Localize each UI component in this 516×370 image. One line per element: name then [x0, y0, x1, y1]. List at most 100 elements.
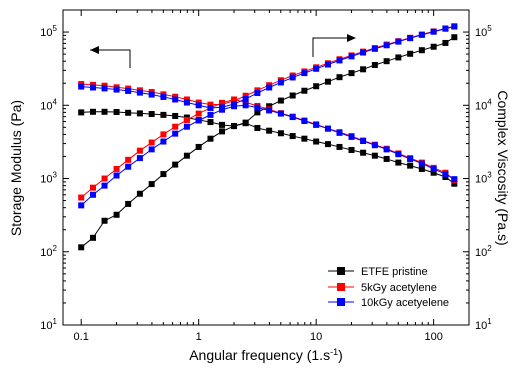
- x-tick-label: 1: [196, 331, 202, 343]
- y-tick-label-right: 104: [475, 97, 492, 112]
- x-axis-title: Angular frequency (1.s-1): [189, 347, 343, 363]
- series-2-viscosity-point: [148, 91, 155, 98]
- svg-text:ETFE pristine: ETFE pristine: [361, 266, 428, 278]
- series-2-viscosity-point: [324, 61, 331, 68]
- series-0-viscosity-point: [136, 110, 143, 117]
- series-2-viscosity-point: [101, 85, 108, 92]
- series-0-viscosity-point: [371, 61, 378, 68]
- series-2-modulus-point: [336, 129, 343, 136]
- series-2-modulus-point: [125, 163, 132, 170]
- series-0-viscosity-point: [125, 109, 132, 116]
- series-1-modulus-point: [148, 139, 155, 146]
- series-0-modulus-point: [89, 234, 96, 241]
- series-0-modulus-point: [136, 190, 143, 197]
- series-2-viscosity-point: [136, 89, 143, 96]
- series-0-viscosity-point: [172, 112, 179, 119]
- series-2-modulus-point: [418, 160, 425, 167]
- series-0-modulus-point: [289, 133, 296, 140]
- series-0-viscosity-point: [360, 66, 367, 73]
- series-1-modulus-point: [89, 184, 96, 191]
- series-0-modulus-point: [266, 127, 273, 134]
- series-2-viscosity-point: [160, 93, 167, 100]
- series-0-viscosity-point: [266, 103, 273, 110]
- x-tick-label: 100: [424, 331, 442, 343]
- series-2-modulus-point: [442, 171, 449, 178]
- series-0-viscosity-point: [383, 58, 390, 65]
- series-0-modulus-point: [113, 211, 120, 218]
- series-0-modulus-point: [254, 124, 261, 131]
- series-2-modulus-point: [101, 182, 108, 189]
- series-1-modulus-point: [172, 123, 179, 130]
- plot-frame: [62, 9, 470, 326]
- series-0-modulus-point: [101, 217, 108, 224]
- series-1-modulus-point: [160, 131, 167, 138]
- series-0-viscosity-point: [207, 119, 214, 126]
- y-tick-label-left: 105: [40, 24, 57, 39]
- series-2-modulus-point: [78, 202, 85, 209]
- series-2-viscosity-point: [231, 101, 238, 108]
- series-0-viscosity-point: [101, 108, 108, 115]
- series-0-modulus-point: [172, 161, 179, 168]
- series-2-viscosity-point: [289, 74, 296, 81]
- series-0-modulus-point: [78, 244, 85, 251]
- series-1-modulus-point: [195, 110, 202, 117]
- series-2-modulus-point: [313, 121, 320, 128]
- series-2-modulus-point: [324, 125, 331, 132]
- svg-text:10kGy acetyelene: 10kGy acetyelene: [361, 297, 449, 309]
- series-0-modulus-point: [219, 128, 226, 135]
- series-2-modulus-point: [242, 102, 249, 109]
- series-0-modulus-point: [407, 162, 414, 169]
- svg-text:5kGy acetylene: 5kGy acetylene: [361, 282, 437, 294]
- y-axis-right-title: Complex Viscosity (Pa.s): [495, 90, 511, 245]
- series-2-viscosity-point: [383, 42, 390, 49]
- series-0-viscosity-point: [442, 39, 449, 46]
- series-0-modulus-point: [418, 165, 425, 172]
- series-0-modulus-point: [395, 159, 402, 166]
- series-0-viscosity-point: [89, 108, 96, 115]
- series-2-viscosity-point: [254, 90, 261, 97]
- series-0-modulus-point: [160, 171, 167, 178]
- series-0-viscosity-point: [148, 111, 155, 118]
- y-tick-label-right: 102: [475, 244, 492, 259]
- series-2-modulus-point: [395, 151, 402, 158]
- series-2-modulus-point: [348, 133, 355, 140]
- series-2-modulus-point: [89, 191, 96, 198]
- series-0-viscosity-point: [242, 119, 249, 126]
- series-2-modulus-point: [371, 142, 378, 149]
- series-0-viscosity-point: [407, 50, 414, 57]
- left-arrow-annotation: [90, 46, 131, 68]
- legend-item-5kgy-acetylene: 5kGy acetylene: [328, 282, 437, 294]
- series-2-modulus-point: [301, 118, 308, 125]
- series-0-modulus-point: [148, 181, 155, 188]
- series-1-viscosity-point: [242, 92, 249, 99]
- series-2-modulus-point: [254, 104, 261, 111]
- y-axis-left-title: Storage Modulus (Pa): [8, 100, 24, 236]
- series-2-viscosity-point: [113, 86, 120, 93]
- series-2-viscosity-point: [418, 31, 425, 38]
- series-2-viscosity-point: [195, 102, 202, 109]
- series-0-modulus-point: [371, 152, 378, 159]
- series-2-viscosity-point: [125, 87, 132, 94]
- series-2-viscosity-point: [430, 28, 437, 35]
- series-2-viscosity-point: [407, 35, 414, 42]
- series-2-viscosity-point: [266, 84, 273, 91]
- series-0-modulus-point: [313, 138, 320, 145]
- series-2-viscosity-point: [172, 96, 179, 103]
- series-0-viscosity-point: [78, 109, 85, 116]
- series-0-viscosity-point: [219, 121, 226, 128]
- y-tick-label-right: 103: [475, 171, 492, 186]
- series-2-viscosity-point: [277, 79, 284, 86]
- axis-ticks: [63, 9, 470, 326]
- series-1-modulus-point: [78, 194, 85, 201]
- series-0-modulus-point: [348, 147, 355, 154]
- series-2-viscosity-point: [78, 83, 85, 90]
- series-2-modulus-point: [266, 107, 273, 114]
- series-2-viscosity-point: [219, 104, 226, 111]
- series-1-viscosity-point: [207, 101, 214, 108]
- series-2-modulus-point: [277, 110, 284, 117]
- series-0-modulus-point: [336, 143, 343, 150]
- legend: ETFE pristine 5kGy acetylene 10kGy acety…: [328, 266, 449, 309]
- series-0-viscosity-point: [336, 74, 343, 81]
- series-0-viscosity-point: [324, 78, 331, 85]
